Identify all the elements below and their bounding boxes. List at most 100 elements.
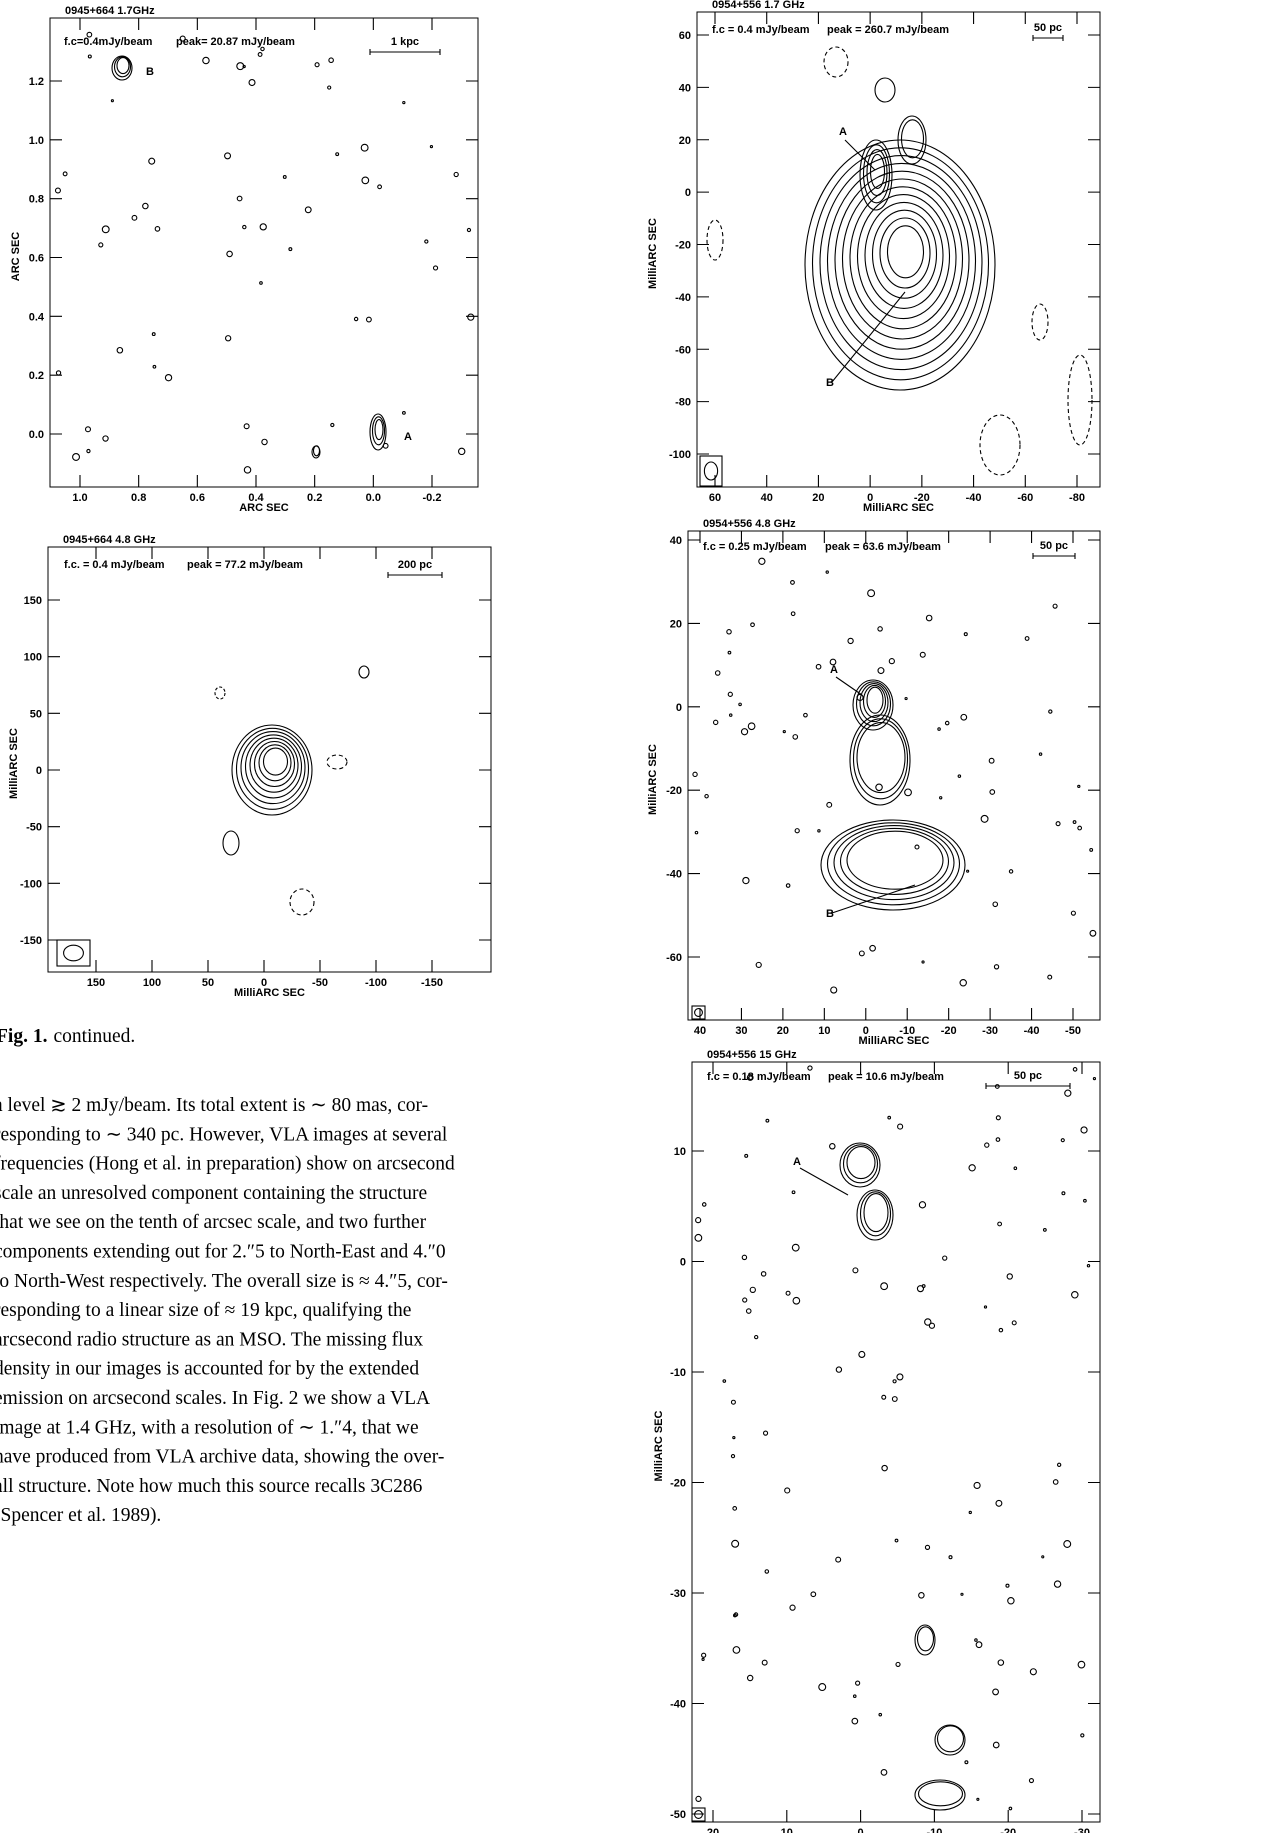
contour — [854, 719, 908, 799]
body-line: to North-West respectively. The overall … — [0, 1271, 448, 1292]
y-tick-label: 20 — [679, 135, 691, 147]
noise-contour — [361, 144, 368, 151]
noise-contour — [55, 188, 60, 193]
contour — [888, 226, 924, 278]
body-line: a level ≳ 2 mJy/beam. Its total extent i… — [0, 1095, 428, 1116]
contour — [902, 120, 924, 158]
contour — [857, 723, 905, 793]
noise-contour — [922, 961, 924, 963]
noise-contour — [143, 203, 148, 208]
noise-contour — [739, 703, 742, 706]
noise-contour — [362, 177, 369, 184]
noise-contour — [793, 1297, 800, 1304]
noise-contour — [920, 652, 925, 657]
component-label: A — [404, 431, 412, 443]
noise-contour — [714, 720, 718, 724]
noise-contour — [433, 266, 437, 270]
contour — [834, 826, 954, 900]
peak-flux: peak = 63.6 mJy/beam — [825, 541, 941, 553]
noise-contour — [964, 633, 967, 636]
x-tick-label: 50 — [202, 977, 214, 989]
noise-contour — [262, 439, 267, 444]
peak-flux: peak = 260.7 mJy/beam — [827, 24, 949, 36]
contour — [327, 755, 347, 769]
beam-box — [692, 1006, 705, 1019]
noise-contour — [1065, 1090, 1071, 1096]
noise-contour — [723, 1380, 726, 1383]
noise-contour — [249, 80, 255, 86]
x-tick-label: 0 — [867, 492, 873, 504]
noise-contour — [826, 571, 828, 573]
noise-contour — [1030, 1669, 1036, 1675]
y-axis-label: MilliARC SEC — [647, 744, 659, 815]
noise-contour — [1056, 822, 1060, 826]
noise-contour — [793, 735, 798, 740]
noise-contour — [149, 158, 155, 164]
plot-frame — [692, 1062, 1100, 1822]
noise-contour — [836, 1367, 841, 1372]
component-label: B — [826, 908, 834, 920]
scale-bar — [1033, 35, 1063, 41]
noise-contour — [985, 1143, 989, 1147]
noise-contour — [998, 1660, 1003, 1665]
x-tick-label: 100 — [143, 977, 161, 989]
beam — [704, 462, 717, 480]
scale-bar — [370, 49, 440, 55]
x-tick-label: -50 — [1065, 1025, 1081, 1037]
noise-contour — [792, 1191, 795, 1194]
noise-contour — [969, 1511, 971, 1513]
y-tick-label: 0 — [685, 187, 691, 199]
noise-contour — [728, 692, 732, 696]
noise-contour — [1073, 821, 1076, 824]
noise-contour — [940, 797, 942, 799]
caption-text: continued. — [53, 1026, 135, 1047]
x-tick-label: -100 — [365, 977, 387, 989]
contour — [314, 446, 320, 456]
noise-contour — [925, 1319, 931, 1325]
noise-contour — [1053, 1480, 1058, 1485]
noise-contour — [1078, 1661, 1085, 1668]
noise-contour — [728, 651, 731, 654]
noise-contour — [468, 314, 474, 320]
noise-contour — [741, 729, 747, 735]
y-tick-label: 40 — [679, 82, 691, 94]
x-tick-label: -20 — [941, 1025, 957, 1037]
contour — [821, 820, 965, 910]
noise-contour — [818, 830, 820, 832]
noise-contour — [733, 1437, 735, 1439]
noise-contour — [827, 802, 832, 807]
noise-contour — [882, 1465, 887, 1470]
noise-contour — [967, 870, 969, 872]
noise-contour — [329, 58, 333, 62]
noise-contour — [715, 671, 719, 675]
y-axis-label: ARC SEC — [10, 232, 22, 282]
noise-contour — [695, 831, 697, 833]
noise-contour — [1048, 975, 1052, 979]
noise-contour — [328, 86, 331, 89]
contour — [841, 828, 949, 894]
noise-contour — [63, 172, 67, 176]
noise-contour — [938, 728, 940, 730]
y-tick-label: -50 — [26, 822, 42, 834]
noise-contour — [919, 1202, 925, 1208]
noise-contour — [354, 317, 357, 320]
y-tick-label: -60 — [675, 344, 691, 356]
x-tick-label: 30 — [735, 1025, 747, 1037]
noise-contour — [732, 1540, 739, 1547]
scale-label: 50 pc — [1014, 1070, 1042, 1082]
noise-contour — [244, 467, 250, 473]
y-tick-label: 60 — [679, 30, 691, 42]
noise-contour — [989, 758, 994, 763]
noise-contour — [467, 228, 470, 231]
x-tick-label: 150 — [87, 977, 105, 989]
contour — [1068, 355, 1092, 445]
noise-contour — [315, 63, 319, 67]
x-tick-label: -40 — [966, 492, 982, 504]
pointer-line — [832, 677, 915, 913]
peak-flux: peak= 20.87 mJy/beam — [176, 36, 295, 48]
noise-contour — [331, 423, 334, 426]
y-tick-label: 20 — [670, 618, 682, 630]
noise-contour — [86, 427, 91, 432]
noise-contour — [993, 1742, 999, 1748]
noise-contour — [103, 436, 108, 441]
